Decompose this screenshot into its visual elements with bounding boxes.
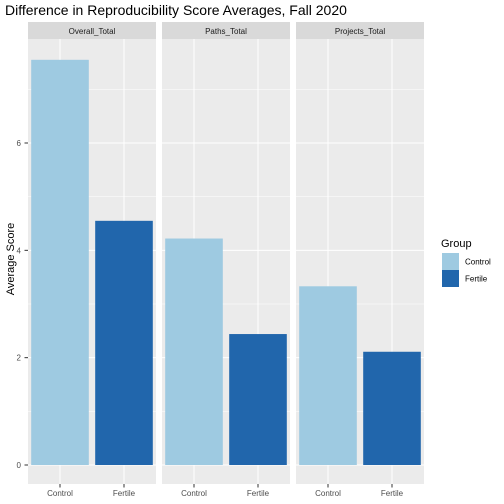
y-tick-label: 2 — [17, 354, 22, 363]
bar-fertile — [363, 351, 421, 465]
facet-strip — [296, 22, 424, 39]
y-tick-label: 6 — [17, 139, 22, 148]
x-tick-label: Fertile — [113, 489, 136, 498]
legend: Group Control Fertile — [441, 238, 491, 287]
x-tick-label: Control — [181, 489, 207, 498]
facet-strip-label: Projects_Total — [335, 27, 385, 36]
legend-key-fertile — [442, 270, 459, 287]
legend-label: Control — [465, 258, 491, 267]
x-tick-label: Fertile — [381, 489, 404, 498]
facet-strip — [162, 22, 290, 39]
facet-panel-paths-total: Paths_Total Control Fertile — [162, 22, 290, 498]
facet-panel-overall-total: Overall_Total Control Fertile — [28, 22, 156, 498]
bar-fertile — [229, 334, 287, 465]
y-axis: 0 2 4 6 — [17, 139, 28, 470]
x-tick-label: Control — [315, 489, 341, 498]
chart-title: Difference in Reproducibility Score Aver… — [5, 2, 347, 18]
bar-control — [31, 59, 89, 466]
facet-strip — [28, 22, 156, 39]
facet-panel-projects-total: Projects_Total Control Fertile — [296, 22, 424, 498]
y-tick-label: 0 — [17, 461, 22, 470]
bar-control — [165, 238, 223, 465]
bar-fertile — [95, 220, 153, 465]
bar-control — [299, 286, 357, 465]
facet-panels: Overall_Total Control Fertile Paths_Total Co… — [28, 22, 424, 498]
x-tick-label: Fertile — [247, 489, 270, 498]
facet-strip-label: Overall_Total — [69, 27, 116, 36]
y-axis-label: Average Score — [5, 223, 17, 296]
facet-strip-label: Paths_Total — [205, 27, 247, 36]
legend-title: Group — [441, 238, 472, 250]
legend-key-control — [442, 253, 459, 270]
x-tick-label: Control — [47, 489, 73, 498]
legend-label: Fertile — [465, 275, 488, 284]
y-tick-label: 4 — [17, 246, 22, 255]
